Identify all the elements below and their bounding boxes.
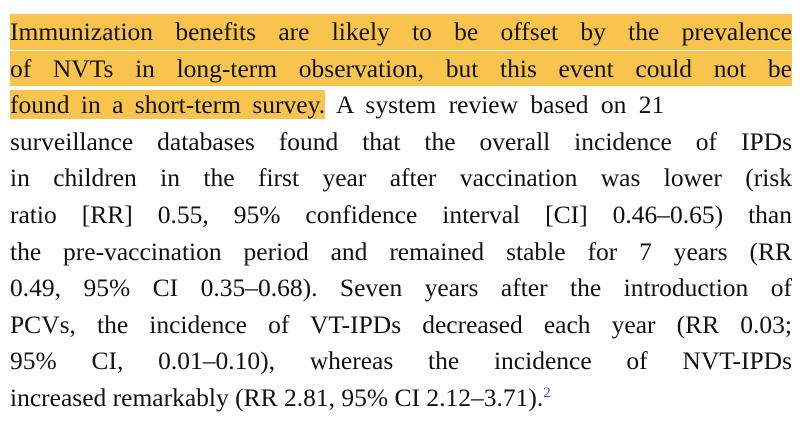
highlighted-text: found in a short-term survey. — [10, 90, 326, 120]
text-line: PCVs, the incidence of VT-IPDs decreased… — [10, 309, 792, 339]
text-line: in children in the first year after vacc… — [10, 163, 792, 193]
text: increased remarkably (RR 2.81, 95% CI 2.… — [10, 382, 544, 412]
text: A system review based on 21 — [325, 90, 665, 120]
citation-link[interactable]: 2 — [543, 384, 551, 401]
text-line: 95% CI, 0.01–0.10), whereas the incidenc… — [10, 346, 792, 376]
text-line: surveillance databases found that the ov… — [10, 126, 792, 156]
text-line: increased remarkably (RR 2.81, 95% CI 2.… — [10, 380, 792, 417]
text-line: 0.49, 95% CI 0.35–0.68). Seven years aft… — [10, 273, 792, 303]
highlighted-line: Immunization benefits are likely to be o… — [10, 14, 792, 50]
highlighted-line: of NVTs in long-term observation, but th… — [10, 50, 792, 87]
text-line: the pre-vaccination period and remained … — [10, 236, 792, 266]
text-line: ratio [RR] 0.55, 95% confidence interval… — [10, 199, 792, 229]
mixed-line: found in a short-term survey. A system r… — [10, 87, 792, 124]
body-paragraph: Immunization benefits are likely to be o… — [10, 14, 792, 417]
